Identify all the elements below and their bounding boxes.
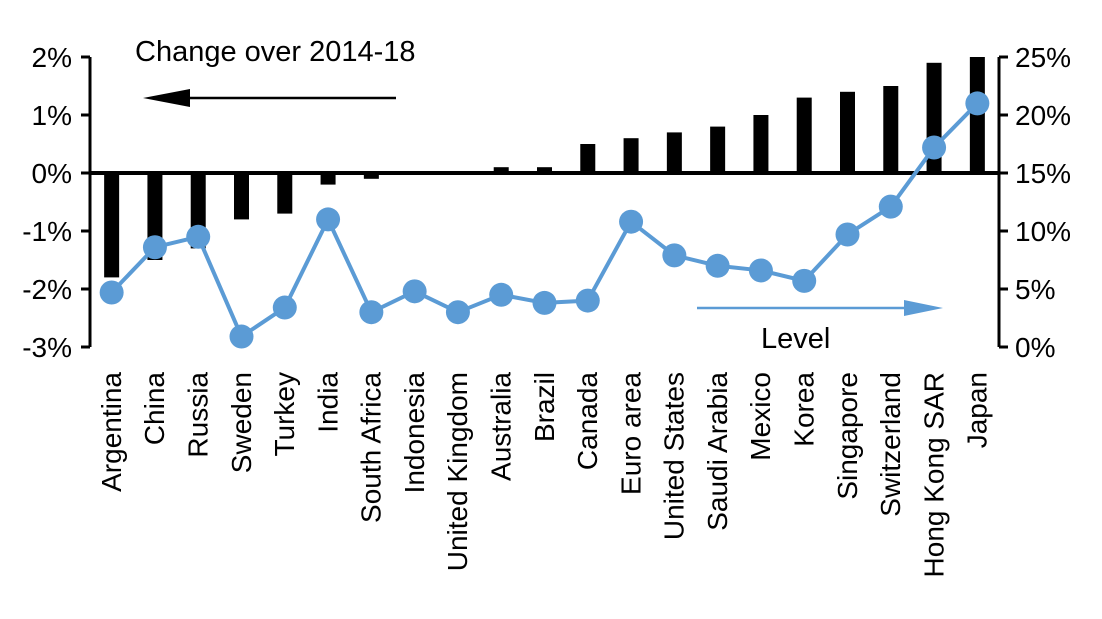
level-marker-united-states [662,243,687,268]
category-label-korea: Korea [788,372,819,447]
level-marker-indonesia [402,279,427,304]
right-axis-tick-label: 25% [1015,42,1071,73]
left-axis-tick-label: 1% [32,100,72,131]
level-marker-singapore [835,222,860,247]
level-marker-china [142,235,167,260]
level-marker-russia [186,224,211,249]
category-label-united-kingdom: United Kingdom [442,372,473,571]
bar-brazil [537,167,552,173]
category-label-mexico: Mexico [745,372,776,461]
bar-sweden [234,173,249,220]
bar-south-africa [363,173,379,179]
bar-argentina [104,173,120,278]
category-label-india: India [312,372,343,433]
level-marker-south-africa [359,300,384,325]
level-marker-brazil [532,290,557,315]
category-label-south-africa: South Africa [356,372,387,523]
level-marker-turkey [272,295,297,320]
bar-canada [580,144,596,173]
level-marker-sweden [229,324,254,349]
category-label-indonesia: Indonesia [399,372,430,494]
level-marker-switzerland [878,194,903,219]
category-label-sweden: Sweden [226,372,257,473]
category-label-japan: Japan [962,372,993,448]
category-label-euro-area: Euro area [615,372,646,495]
bar-united-states [666,132,682,173]
level-marker-mexico [748,258,773,283]
category-label-russia: Russia [182,372,213,458]
right-axis-tick-label: 20% [1015,100,1071,131]
level-marker-saudi-arabia [705,253,730,278]
bar-turkey [277,173,293,214]
category-label-hong-kong-sar: Hong Kong SAR [918,372,949,577]
left-axis-tick-label: 0% [32,158,72,189]
left-axis-tick-label: 2% [32,42,72,73]
level-marker-canada [575,288,600,313]
bar-singapore [840,91,855,173]
left-axis-tick-label: -2% [22,274,72,305]
category-label-brazil: Brazil [529,372,560,442]
right-axis-tick-label: 5% [1015,274,1055,305]
level-arrow-head [904,300,943,316]
level-marker-euro-area [619,209,644,234]
level-marker-korea [792,268,817,293]
category-label-australia: Australia [485,372,516,481]
left-axis-tick-label: -3% [22,332,72,363]
bar-india [320,173,336,185]
category-label-switzerland: Switzerland [875,372,906,517]
level-marker-india [316,207,341,232]
level-marker-hong-kong-sar [922,135,947,160]
category-label-united-states: United States [659,372,690,540]
left-series-annotation-label: Change over 2014-18 [135,36,416,68]
bar-euro-area [623,138,639,173]
category-label-china: China [139,372,170,446]
right-axis-tick-label: 0% [1015,332,1055,363]
category-label-canada: Canada [572,372,603,471]
right-axis-tick-label: 15% [1015,158,1071,189]
left-axis-tick-label: -1% [22,216,72,247]
bar-mexico [753,115,769,173]
change-arrow-head [143,89,190,107]
level-marker-argentina [99,280,124,305]
category-label-saudi-arabia: Saudi Arabia [702,372,733,531]
category-label-turkey: Turkey [269,372,300,457]
level-marker-united-kingdom [445,300,470,325]
right-series-annotation-label: Level [761,323,831,355]
bar-australia [493,167,509,173]
bar-saudi-arabia [710,126,726,173]
bar-korea [796,97,812,173]
right-axis-tick-label: 10% [1015,216,1071,247]
level-marker-japan [965,91,990,116]
level-marker-australia [489,282,514,307]
category-label-singapore: Singapore [832,372,863,500]
category-label-argentina: Argentina [96,372,127,492]
bar-switzerland [883,86,899,173]
